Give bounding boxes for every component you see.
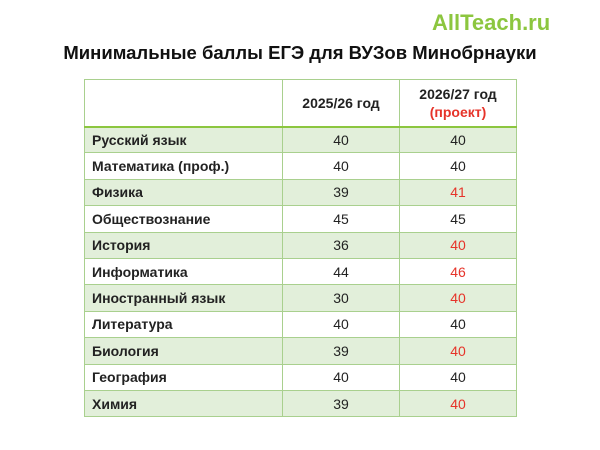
table-row: География 40 40	[84, 363, 517, 391]
subject-name: Литература	[84, 310, 283, 339]
subject-name: Математика (проф.)	[84, 152, 283, 180]
table-row: Обществознание 45 45	[84, 205, 517, 233]
subject-name: Физика	[84, 178, 283, 207]
subject-name: История	[84, 231, 283, 259]
score-2026-27: 40	[399, 152, 517, 180]
score-2025-26: 36	[282, 231, 400, 259]
subject-name: Обществознание	[84, 205, 283, 233]
subject-name: Химия	[84, 389, 283, 418]
header-year-2026-27-label: 2026/27 год	[419, 85, 497, 102]
score-2026-27: 40	[399, 389, 517, 418]
score-2025-26: 45	[282, 205, 400, 233]
subject-name: Иностранный язык	[84, 284, 283, 312]
table-row: Биология 39 40	[84, 337, 517, 365]
page-title: Минимальные баллы ЕГЭ для ВУЗов Минобрна…	[63, 42, 537, 63]
subject-name: География	[84, 363, 283, 391]
score-2026-27: 40	[399, 363, 517, 391]
table-header: 2025/26 год 2026/27 год (проект)	[84, 79, 517, 128]
table-body: Русский язык 40 40 Математика (проф.) 40 40 Фи…	[84, 125, 517, 418]
score-2025-26: 44	[282, 257, 400, 286]
site-brand-logo: AllTeach.ru	[432, 10, 551, 35]
score-2026-27: 46	[399, 257, 517, 286]
score-2025-26: 39	[282, 337, 400, 365]
score-2026-27: 40	[399, 337, 517, 365]
table-row: Химия 39 40	[84, 389, 517, 418]
table-row: Физика 39 41	[84, 178, 517, 207]
score-2026-27: 40	[399, 284, 517, 312]
score-2025-26: 40	[282, 152, 400, 180]
score-2025-26: 30	[282, 284, 400, 312]
subject-name: Информатика	[84, 257, 283, 286]
header-year-2026-27: 2026/27 год (проект)	[399, 79, 517, 128]
subject-name: Русский язык	[84, 125, 283, 154]
score-2026-27: 40	[399, 125, 517, 154]
table-row: Математика (проф.) 40 40	[84, 152, 517, 180]
scores-table: 2025/26 год 2026/27 год (проект) Русский…	[84, 79, 517, 418]
score-2025-26: 39	[282, 389, 400, 418]
subject-name: Биология	[84, 337, 283, 365]
table-row: Информатика 44 46	[84, 257, 517, 286]
score-2026-27: 40	[399, 310, 517, 339]
draft-note: (проект)	[429, 103, 487, 120]
table-row: История 36 40	[84, 231, 517, 259]
score-2026-27: 45	[399, 205, 517, 233]
header-row: 2025/26 год 2026/27 год (проект)	[84, 79, 517, 128]
score-2026-27: 40	[399, 231, 517, 259]
table-row: Литература 40 40	[84, 310, 517, 339]
header-subject-cell	[84, 79, 283, 128]
header-year-2025-26: 2025/26 год	[282, 79, 400, 128]
score-2025-26: 40	[282, 310, 400, 339]
score-2025-26: 40	[282, 125, 400, 154]
score-2026-27: 41	[399, 178, 517, 207]
table-row: Русский язык 40 40	[84, 125, 517, 154]
table-row: Иностранный язык 30 40	[84, 284, 517, 312]
score-2025-26: 40	[282, 363, 400, 391]
score-2025-26: 39	[282, 178, 400, 207]
